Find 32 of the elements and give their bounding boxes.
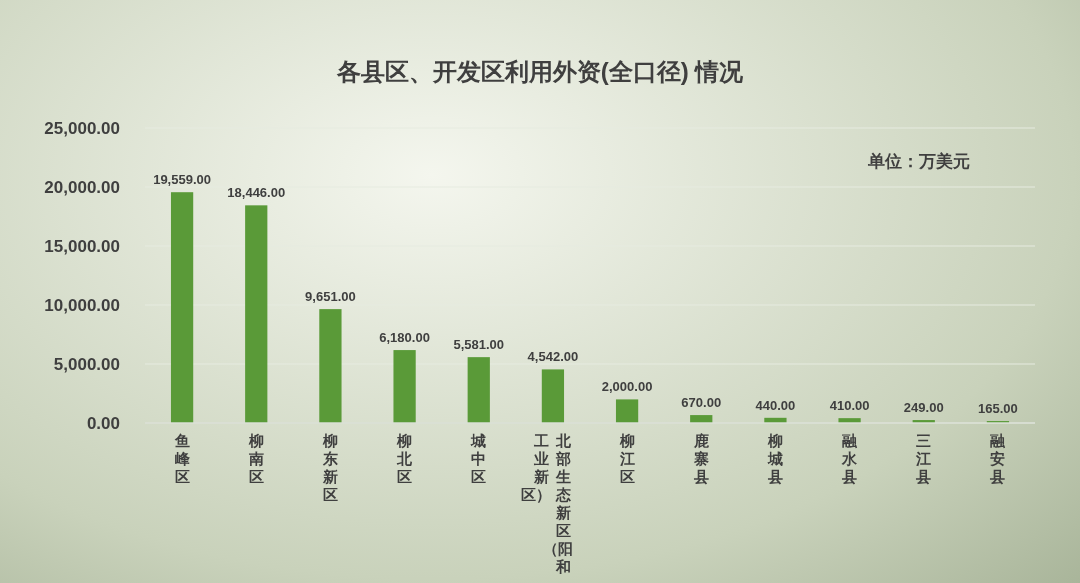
x-tick-label: 三江县 (916, 432, 932, 485)
x-tick-label: 融水县 (842, 432, 858, 485)
x-tick-label: 柳江区 (619, 432, 635, 485)
category-label: 北部生态新区（阳和工业新区） (520, 432, 573, 575)
data-label: 9,651.00 (305, 289, 356, 305)
x-tick-label: 鱼峰区 (174, 432, 190, 485)
data-label: 6,180.00 (379, 330, 430, 346)
x-tick-label: 柳城县 (767, 432, 783, 485)
data-label: 249.00 (903, 400, 944, 416)
data-label: 670.00 (681, 395, 722, 411)
annotation: 单位：万美元 (867, 152, 970, 171)
x-tick-label: 柳北区 (397, 432, 413, 485)
y-tick-label: 5,000.00 (53, 355, 120, 374)
data-label: 19,559.00 (153, 172, 212, 188)
y-tick-label: 20,000.00 (44, 178, 120, 197)
y-tick-label: 15,000.00 (44, 237, 120, 256)
x-tick-label: 鹿寨县 (693, 432, 709, 485)
y-tick-label: 10,000.00 (44, 296, 120, 315)
x-tick-label: 柳东新区 (322, 432, 338, 503)
chart-title: 各县区、开发区利用外资(全口径) 情况 (335, 58, 745, 85)
x-tick-label: 城中区 (471, 432, 487, 485)
data-label: 2,000.00 (601, 379, 653, 395)
data-label: 18,446.00 (227, 185, 286, 201)
data-label: 410.00 (829, 398, 870, 414)
data-label: 440.00 (755, 397, 796, 413)
x-tick-label: 融安县 (990, 432, 1006, 485)
y-tick-label: 0.00 (86, 414, 120, 433)
y-tick-label: 25,000.00 (44, 119, 120, 138)
data-label: 165.00 (978, 401, 1018, 417)
data-label: 5,581.00 (453, 337, 505, 353)
x-tick-label: 柳南区 (248, 432, 264, 485)
data-label: 4,542.00 (527, 349, 579, 365)
